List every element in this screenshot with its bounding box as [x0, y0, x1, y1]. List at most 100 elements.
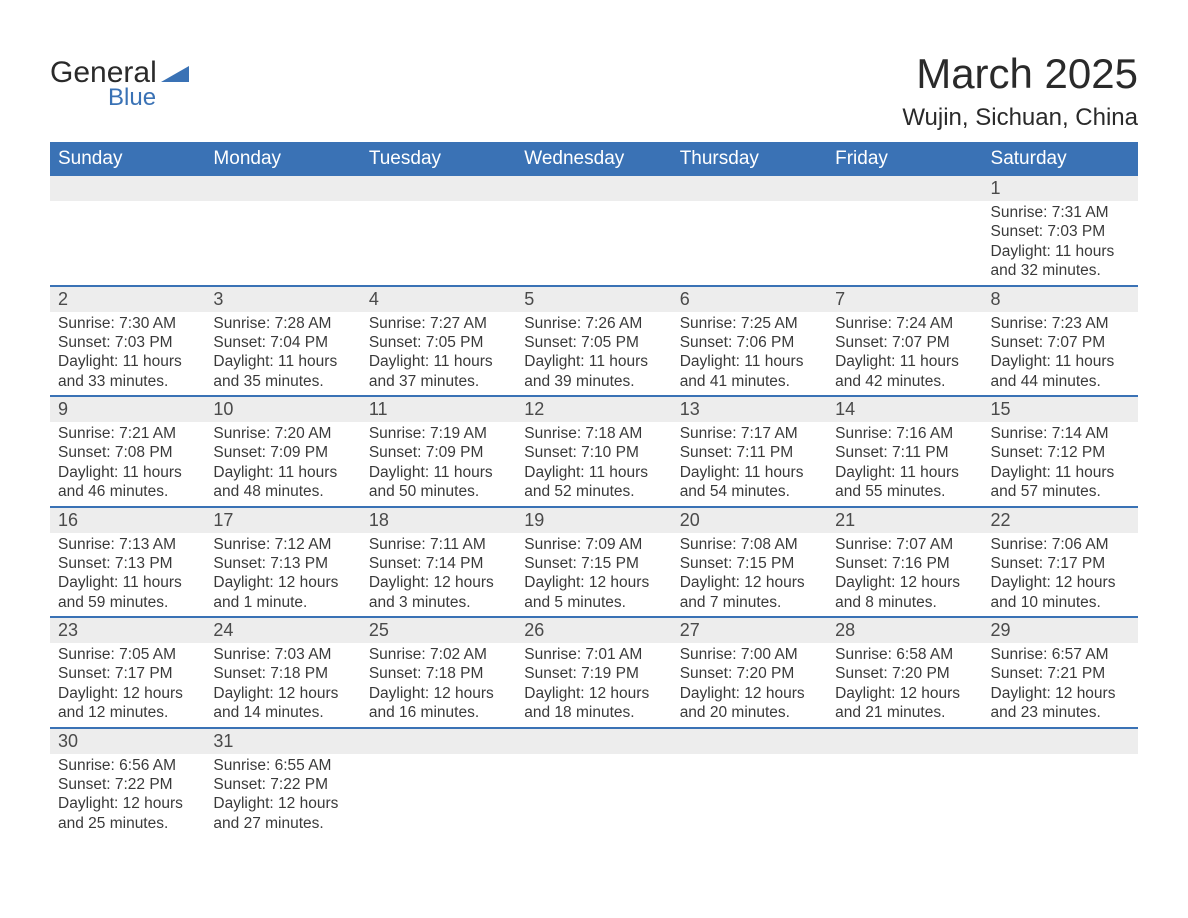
day-detail-cell: Sunrise: 7:06 AMSunset: 7:17 PMDaylight:…: [983, 533, 1138, 618]
weekday-header-row: Sunday Monday Tuesday Wednesday Thursday…: [50, 142, 1138, 176]
day-sunset: Sunset: 7:13 PM: [58, 554, 197, 573]
day-dl1: Daylight: 11 hours: [835, 352, 974, 371]
day-sunrise: Sunrise: 6:56 AM: [58, 756, 197, 775]
day-dl2: and 55 minutes.: [835, 482, 974, 501]
day-number-row: 2345678: [50, 286, 1138, 312]
day-detail-cell: Sunrise: 6:58 AMSunset: 7:20 PMDaylight:…: [827, 643, 982, 728]
day-detail-cell: Sunrise: 7:27 AMSunset: 7:05 PMDaylight:…: [361, 312, 516, 397]
day-detail-cell: Sunrise: 7:17 AMSunset: 7:11 PMDaylight:…: [672, 422, 827, 507]
day-sunrise: Sunrise: 7:02 AM: [369, 645, 508, 664]
day-detail-row: Sunrise: 7:13 AMSunset: 7:13 PMDaylight:…: [50, 533, 1138, 618]
day-detail-cell: Sunrise: 7:07 AMSunset: 7:16 PMDaylight:…: [827, 533, 982, 618]
day-sunset: Sunset: 7:07 PM: [835, 333, 974, 352]
day-sunrise: Sunrise: 7:23 AM: [991, 314, 1130, 333]
day-number-cell: 10: [205, 396, 360, 422]
day-number-cell: [205, 176, 360, 201]
day-dl1: Daylight: 11 hours: [524, 463, 663, 482]
day-number-cell: 18: [361, 507, 516, 533]
day-sunrise: Sunrise: 7:00 AM: [680, 645, 819, 664]
day-dl1: Daylight: 11 hours: [524, 352, 663, 371]
day-sunset: Sunset: 7:12 PM: [991, 443, 1130, 462]
calendar-table: Sunday Monday Tuesday Wednesday Thursday…: [50, 142, 1138, 837]
day-sunrise: Sunrise: 7:28 AM: [213, 314, 352, 333]
day-number-row: 1: [50, 176, 1138, 201]
day-sunrise: Sunrise: 7:20 AM: [213, 424, 352, 443]
day-sunrise: Sunrise: 7:07 AM: [835, 535, 974, 554]
day-number-cell: 16: [50, 507, 205, 533]
day-sunrise: Sunrise: 7:19 AM: [369, 424, 508, 443]
day-dl2: and 33 minutes.: [58, 372, 197, 391]
day-sunset: Sunset: 7:18 PM: [213, 664, 352, 683]
day-dl1: Daylight: 12 hours: [369, 573, 508, 592]
day-sunset: Sunset: 7:03 PM: [991, 222, 1130, 241]
day-sunrise: Sunrise: 7:03 AM: [213, 645, 352, 664]
day-sunrise: Sunrise: 7:16 AM: [835, 424, 974, 443]
day-sunset: Sunset: 7:14 PM: [369, 554, 508, 573]
day-dl2: and 12 minutes.: [58, 703, 197, 722]
day-detail-cell: [516, 201, 671, 286]
day-number-cell: 19: [516, 507, 671, 533]
day-sunset: Sunset: 7:17 PM: [991, 554, 1130, 573]
day-sunset: Sunset: 7:10 PM: [524, 443, 663, 462]
day-detail-cell: Sunrise: 7:13 AMSunset: 7:13 PMDaylight:…: [50, 533, 205, 618]
day-dl2: and 46 minutes.: [58, 482, 197, 501]
day-detail-cell: Sunrise: 7:00 AMSunset: 7:20 PMDaylight:…: [672, 643, 827, 728]
day-number-cell: 29: [983, 617, 1138, 643]
day-sunrise: Sunrise: 7:17 AM: [680, 424, 819, 443]
day-dl2: and 37 minutes.: [369, 372, 508, 391]
day-dl2: and 35 minutes.: [213, 372, 352, 391]
day-number-cell: 24: [205, 617, 360, 643]
day-sunset: Sunset: 7:11 PM: [835, 443, 974, 462]
day-number-cell: 13: [672, 396, 827, 422]
day-dl2: and 32 minutes.: [991, 261, 1130, 280]
day-number-cell: 21: [827, 507, 982, 533]
day-number-cell: 5: [516, 286, 671, 312]
day-sunrise: Sunrise: 6:58 AM: [835, 645, 974, 664]
weekday-header: Saturday: [983, 142, 1138, 176]
day-dl1: Daylight: 11 hours: [991, 352, 1130, 371]
day-detail-cell: [50, 201, 205, 286]
day-detail-row: Sunrise: 7:31 AMSunset: 7:03 PMDaylight:…: [50, 201, 1138, 286]
day-number-cell: [516, 176, 671, 201]
day-detail-cell: Sunrise: 7:02 AMSunset: 7:18 PMDaylight:…: [361, 643, 516, 728]
weekday-header: Tuesday: [361, 142, 516, 176]
day-dl1: Daylight: 11 hours: [58, 573, 197, 592]
day-dl1: Daylight: 11 hours: [680, 463, 819, 482]
day-dl1: Daylight: 12 hours: [213, 794, 352, 813]
day-number-cell: 22: [983, 507, 1138, 533]
day-dl2: and 23 minutes.: [991, 703, 1130, 722]
header: General Blue March 2025 Wujin, Sichuan, …: [50, 50, 1138, 132]
day-dl2: and 48 minutes.: [213, 482, 352, 501]
day-dl1: Daylight: 12 hours: [991, 573, 1130, 592]
day-dl2: and 39 minutes.: [524, 372, 663, 391]
day-sunrise: Sunrise: 7:25 AM: [680, 314, 819, 333]
day-sunrise: Sunrise: 6:55 AM: [213, 756, 352, 775]
logo-text-blue: Blue: [108, 84, 156, 112]
day-dl2: and 27 minutes.: [213, 814, 352, 833]
logo-mark-icon: [161, 62, 189, 87]
day-number-row: 3031: [50, 728, 1138, 754]
day-detail-cell: [672, 754, 827, 838]
day-dl2: and 42 minutes.: [835, 372, 974, 391]
day-sunrise: Sunrise: 7:18 AM: [524, 424, 663, 443]
day-dl2: and 1 minute.: [213, 593, 352, 612]
location: Wujin, Sichuan, China: [902, 104, 1138, 132]
day-sunset: Sunset: 7:03 PM: [58, 333, 197, 352]
day-number-cell: [361, 176, 516, 201]
day-number-cell: 7: [827, 286, 982, 312]
weekday-header: Wednesday: [516, 142, 671, 176]
day-dl1: Daylight: 11 hours: [680, 352, 819, 371]
day-detail-cell: Sunrise: 7:09 AMSunset: 7:15 PMDaylight:…: [516, 533, 671, 618]
day-detail-cell: [983, 754, 1138, 838]
day-dl1: Daylight: 12 hours: [58, 684, 197, 703]
day-dl1: Daylight: 12 hours: [680, 684, 819, 703]
day-number-cell: 26: [516, 617, 671, 643]
day-sunset: Sunset: 7:09 PM: [369, 443, 508, 462]
day-dl1: Daylight: 11 hours: [213, 352, 352, 371]
day-dl2: and 5 minutes.: [524, 593, 663, 612]
day-number-cell: [827, 176, 982, 201]
day-number-cell: 6: [672, 286, 827, 312]
day-number-cell: [516, 728, 671, 754]
day-dl2: and 44 minutes.: [991, 372, 1130, 391]
day-number-cell: [361, 728, 516, 754]
